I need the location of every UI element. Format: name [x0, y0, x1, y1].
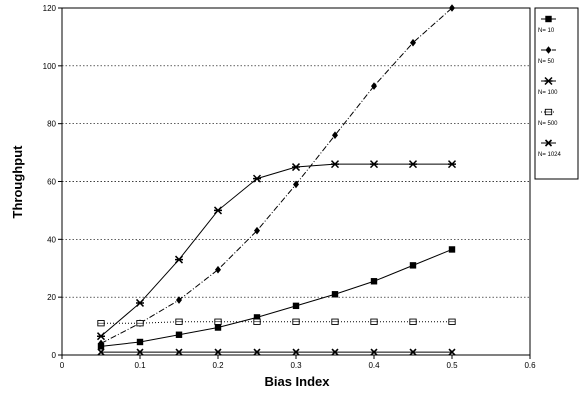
series-n100: [96, 160, 457, 341]
data-point: [409, 348, 417, 356]
legend-item: N= 50: [538, 46, 556, 65]
x-tick-label: 0.3: [290, 361, 302, 370]
data-point: [97, 320, 105, 327]
y-tick-label: 120: [43, 4, 57, 13]
legend-marker: [544, 108, 553, 116]
x-tick-label: 0.1: [134, 361, 146, 370]
data-point: [370, 348, 378, 356]
data-point: [135, 298, 145, 307]
series-line: [100, 248, 453, 347]
data-point: [214, 324, 222, 331]
data-point: [175, 348, 183, 356]
data-point: [409, 318, 417, 325]
y-tick-label: 100: [43, 62, 57, 71]
series-line: [101, 321, 452, 324]
data-point: [293, 180, 299, 189]
x-tick-label: 0.4: [368, 361, 380, 370]
data-point: [175, 331, 183, 338]
legend-box: [534, 7, 579, 180]
series-n50: [98, 4, 455, 348]
data-point: [96, 332, 106, 341]
legend-label: N= 1024: [538, 152, 562, 158]
y-tick-label: 60: [47, 178, 56, 187]
data-point: [448, 348, 456, 356]
data-point: [369, 160, 379, 169]
legend: N= 10 N= 50 N= 100 N= 500 N= 1024: [534, 7, 579, 180]
data-point: [215, 265, 221, 274]
series-n1024: [97, 348, 456, 356]
data-point: [448, 318, 456, 325]
y-axis-ticks: 0 20 40 60 80 100 120: [43, 4, 62, 360]
series-n500: [97, 318, 456, 327]
y-tick-label: 20: [47, 293, 56, 302]
x-tick-label: 0.5: [446, 361, 458, 370]
data-point: [291, 163, 301, 172]
data-point: [97, 348, 105, 356]
data-point: [98, 339, 104, 348]
x-axis-label: Bias Index: [264, 374, 330, 389]
x-tick-label: 0: [60, 361, 65, 370]
data-point: [331, 318, 339, 325]
series-layer: [96, 4, 457, 356]
data-point: [332, 131, 338, 140]
x-axis-ticks: 0 0.1 0.2 0.3 0.4 0.5 0.6: [60, 355, 536, 370]
y-tick-label: 40: [47, 235, 56, 244]
data-point: [174, 255, 184, 264]
data-point: [371, 82, 377, 90]
series-line: [100, 7, 453, 344]
gridlines: [62, 65, 530, 298]
data-point: [213, 206, 223, 215]
data-point: [214, 318, 222, 325]
data-point: [136, 320, 144, 327]
legend-marker: [544, 76, 553, 86]
data-point: [252, 174, 262, 183]
data-point: [331, 291, 339, 298]
data-point: [448, 246, 456, 253]
data-point: [409, 262, 417, 269]
data-point: [253, 348, 261, 356]
data-point: [136, 338, 144, 346]
data-point: [330, 160, 340, 169]
legend-marker: [544, 139, 553, 147]
data-point: [292, 302, 300, 310]
x-tick-label: 0.6: [524, 361, 536, 370]
legend-item: N= 100: [538, 76, 558, 96]
data-point: [449, 4, 455, 12]
data-point: [176, 296, 182, 304]
legend-label: N= 500: [538, 121, 558, 127]
legend-marker: [545, 15, 552, 23]
data-point: [370, 278, 378, 285]
legend-label: N= 50: [538, 59, 555, 65]
data-point: [408, 160, 418, 169]
series-line: [100, 163, 452, 337]
legend-marker: [545, 46, 552, 54]
data-point: [292, 318, 300, 325]
legend-item: N= 1024: [538, 139, 562, 158]
legend-label: N= 10: [538, 28, 555, 34]
legend-label: N= 100: [538, 90, 558, 96]
data-point: [175, 318, 183, 325]
data-point: [410, 38, 416, 47]
y-tick-label: 80: [47, 120, 56, 129]
data-point: [253, 318, 261, 325]
series-n10: [97, 246, 456, 350]
data-point: [331, 348, 339, 356]
data-point: [292, 348, 300, 356]
legend-items: N= 10 N= 50 N= 100 N= 500 N= 1024: [538, 15, 562, 158]
data-point: [370, 318, 378, 325]
data-point: [136, 348, 144, 356]
legend-item: N= 500: [538, 108, 558, 127]
legend-item: N= 10: [538, 15, 556, 34]
data-point: [253, 314, 261, 321]
data-point: [447, 160, 457, 169]
x-tick-label: 0.2: [212, 361, 224, 370]
data-point: [254, 226, 260, 235]
data-point: [214, 348, 222, 356]
y-axis-label: Throughput: [10, 145, 25, 219]
y-tick-label: 0: [52, 351, 57, 360]
